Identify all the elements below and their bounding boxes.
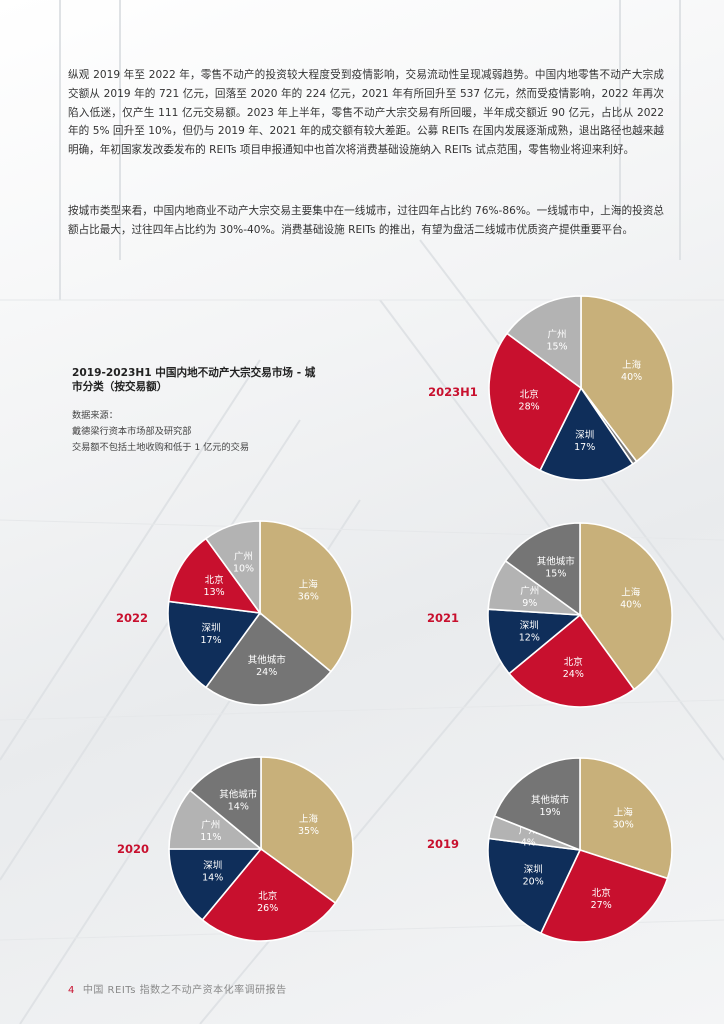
slice-value-label: 14% <box>228 802 249 813</box>
slice-label: 深圳 <box>201 623 220 634</box>
source-label: 数据来源： <box>72 410 118 421</box>
slice-value-label: 19% <box>539 807 560 818</box>
year-label: 2020 <box>117 842 149 856</box>
pie-slice <box>167 600 262 689</box>
slice-label: 其他城市 <box>248 654 287 666</box>
slice-value-label: 24% <box>563 669 584 680</box>
pie-slice <box>504 522 581 617</box>
pie-slice <box>488 332 583 472</box>
slice-label: 深圳 <box>524 865 543 876</box>
year-label: 2022 <box>116 611 148 625</box>
slice-value-label: 9% <box>522 598 537 609</box>
data-source: 数据来源： 戴德梁行资本市场部及研究部 交易额不包括土地收购和低于 1 亿元的交… <box>72 408 352 456</box>
slice-label: 北京 <box>564 656 583 668</box>
pie-slice <box>201 847 337 942</box>
pie-slice <box>167 537 262 615</box>
slice-value-label: 26% <box>257 903 278 914</box>
pie-slice <box>487 608 583 675</box>
slice-label: 广州 <box>520 585 539 597</box>
slice-value-label: 4% <box>521 838 536 849</box>
intro-paragraph: 纵观 2019 年至 2022 年，零售不动产的投资较大程度受到疫情影响，交易流… <box>68 69 664 157</box>
slice-value-label: 13% <box>204 587 225 598</box>
slice-value-label: 28% <box>519 402 540 413</box>
chart-title: 2019-2023H1 中国内地不动产大宗交易市场 - 城市分类（按交易额） <box>72 367 316 393</box>
slice-label: 其他城市 <box>537 556 576 568</box>
slice-value-label: 17% <box>200 635 221 646</box>
page-footer: 4 中国 REITs 指数之不动产资本化率调研报告 <box>68 981 287 996</box>
slice-label: 上海 <box>614 807 634 819</box>
pie-slice <box>493 757 581 852</box>
pie-slice <box>168 848 263 922</box>
slice-value-label: 40% <box>620 600 641 611</box>
pie-slice <box>505 295 582 390</box>
slice-label: 其他城市 <box>219 789 258 801</box>
slice-label: 上海 <box>299 578 319 590</box>
pie-slice <box>204 520 261 616</box>
city-analysis-paragraph: 按城市类型来看，中国内地商业不动产大宗交易主要集中在一线城市，过往四年占比约 7… <box>68 205 664 236</box>
slice-value-label: 36% <box>298 591 319 602</box>
pie-slice <box>259 520 353 673</box>
year-label: 2023H1 <box>428 385 478 399</box>
pie-slice <box>579 757 673 880</box>
slice-value-label: 20% <box>523 877 544 888</box>
slice-value-label: 14% <box>202 873 223 884</box>
slice-value-label: 15% <box>546 341 567 352</box>
pie-slice <box>260 756 354 905</box>
slice-label: 深圳 <box>520 621 539 632</box>
page-number: 4 <box>68 985 75 996</box>
pie-slice <box>538 386 634 481</box>
report-title: 中国 REITs 指数之不动产资本化率调研报告 <box>82 985 287 996</box>
slice-value-label: 12% <box>519 633 540 644</box>
pie-slice <box>487 837 582 935</box>
pie-slice <box>579 522 673 691</box>
slice-label: 广州 <box>234 550 253 562</box>
pie-slice <box>188 756 262 851</box>
source-line: 戴德梁行资本市场部及研究部 <box>72 426 192 437</box>
slice-label: 北京 <box>592 887 611 899</box>
slice-value-label: 17% <box>574 442 595 453</box>
slice-label: 深圳 <box>575 430 594 441</box>
pie-slice <box>580 295 674 463</box>
slice-label: 广州 <box>201 819 220 831</box>
slice-value-label: 35% <box>298 826 319 837</box>
pie-slice <box>539 849 669 943</box>
slice-value-label: 11% <box>200 832 221 843</box>
slice-label: 北京 <box>520 389 539 401</box>
slice-label: 上海 <box>622 359 642 371</box>
slice-label: 上海 <box>621 587 641 599</box>
slice-label: 广州 <box>547 328 566 340</box>
slice-label: 其他城市 <box>531 794 570 806</box>
year-label: 2019 <box>427 837 459 851</box>
slice-value-label: 40% <box>621 372 642 383</box>
pie-slice <box>507 613 636 708</box>
pie-slice <box>204 611 333 706</box>
slice-value-label: 30% <box>613 820 634 831</box>
slice-value-label: 27% <box>591 900 612 911</box>
slice-value-label: 10% <box>233 563 254 574</box>
slice-value-label: 15% <box>545 569 566 580</box>
source-line: 交易额不包括土地收购和低于 1 亿元的交易 <box>72 442 250 453</box>
slice-label: 上海 <box>299 813 319 825</box>
slice-label: 深圳 <box>203 861 222 872</box>
year-label: 2021 <box>427 611 459 625</box>
slice-label: 北京 <box>258 890 277 902</box>
slice-label: 北京 <box>205 574 224 586</box>
slice-value-label: 24% <box>256 667 277 678</box>
